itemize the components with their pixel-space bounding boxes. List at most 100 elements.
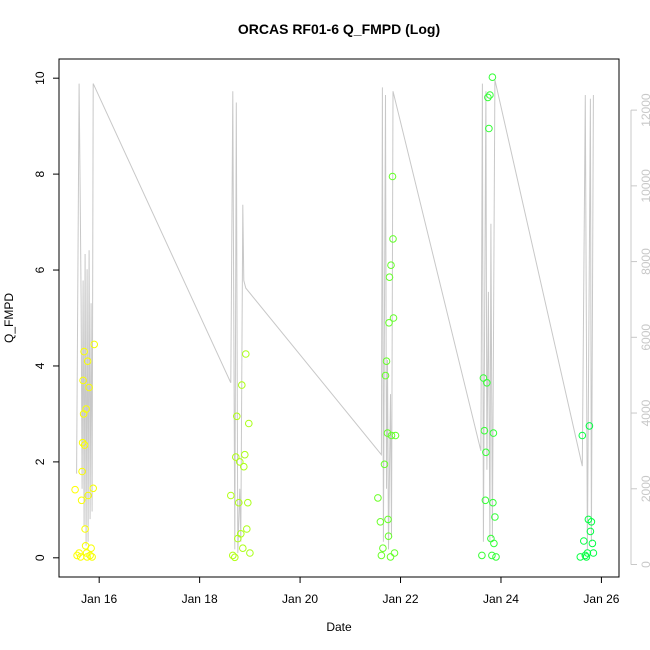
data-point [374, 494, 382, 502]
chart-title: ORCAS RF01-6 Q_FMPD (Log) [238, 21, 440, 37]
data-point [377, 551, 386, 560]
data-point [84, 491, 92, 500]
data-point [71, 485, 79, 494]
y-axis-label: Q_FMPD [2, 293, 16, 343]
data-point [585, 422, 594, 430]
data-point [82, 405, 90, 413]
y-tick-label: 0 [33, 554, 47, 561]
data-point [485, 124, 493, 133]
data-point [487, 534, 495, 543]
data-point [583, 549, 592, 557]
data-point [388, 172, 397, 181]
data-point [246, 549, 254, 557]
data-point [79, 410, 88, 418]
line-series [76, 79, 594, 554]
data-point [73, 551, 81, 560]
y2-tick-label: 8000 [639, 248, 650, 275]
y-tick-label: 10 [33, 71, 47, 85]
x-tick-label: Jan 24 [483, 592, 519, 606]
data-point [245, 419, 253, 428]
data-point [582, 553, 591, 561]
data-point [83, 357, 92, 366]
data-point [385, 273, 394, 282]
data-point [86, 551, 94, 560]
gray-line [76, 79, 594, 554]
data-point [581, 551, 590, 560]
plot-frame [58, 58, 620, 578]
data-point [479, 374, 488, 382]
data-point [483, 379, 491, 387]
x-tick-label: Jan 16 [81, 592, 117, 606]
data-point [232, 453, 240, 461]
data-point [89, 484, 97, 493]
data-point [390, 549, 399, 557]
data-point [488, 551, 496, 560]
data-point [239, 544, 247, 553]
data-point [389, 235, 397, 243]
y-tick-label: 4 [33, 362, 47, 369]
data-point [241, 450, 249, 459]
y2-tick-label: 6000 [639, 324, 650, 351]
data-point [380, 460, 389, 469]
y2-tick-label: 12000 [639, 93, 650, 127]
data-point [243, 525, 251, 533]
data-point [80, 441, 89, 449]
data-point [238, 381, 246, 389]
data-point [384, 515, 392, 524]
data-point [78, 467, 86, 476]
data-point [88, 553, 96, 561]
x-axis-label: Date [326, 620, 352, 634]
data-point [490, 539, 498, 548]
data-point [587, 518, 596, 526]
x-tick-label: Jan 26 [583, 592, 619, 606]
data-point [481, 496, 490, 505]
data-point [486, 91, 494, 99]
data-point [387, 261, 395, 270]
data-point [391, 431, 400, 440]
data-point [78, 438, 87, 447]
data-point [77, 496, 86, 505]
data-point [586, 527, 595, 536]
data-point [588, 539, 597, 548]
data-point [383, 429, 392, 437]
y2-tick-label: 10000 [639, 169, 650, 203]
data-point [385, 319, 393, 327]
data-point [480, 426, 489, 435]
data-point [386, 553, 395, 561]
data-point [231, 553, 239, 562]
data-point [75, 549, 83, 557]
data-point [79, 376, 87, 385]
data-point [233, 412, 241, 421]
y-tick-label: 8 [33, 170, 47, 177]
data-point [379, 544, 387, 553]
data-point [229, 551, 237, 560]
axes: Jan 16 Jan 18 Jan 20 Jan 22 Jan 24 Jan 26 0 2 4 6… [33, 71, 650, 606]
data-point [484, 93, 492, 102]
x-tick-label: Jan 18 [182, 592, 218, 606]
data-point [81, 525, 89, 533]
data-point [492, 553, 500, 561]
data-point [387, 431, 396, 440]
data-point [389, 314, 398, 322]
data-point [237, 530, 245, 538]
data-point [235, 498, 243, 507]
data-point [382, 357, 391, 366]
data-point [578, 431, 587, 440]
data-point [589, 549, 598, 557]
data-point [488, 73, 497, 81]
data-point [376, 518, 385, 526]
data-point [240, 462, 248, 471]
data-point [236, 458, 244, 466]
y-tick-label: 2 [33, 458, 47, 465]
data-point [90, 340, 98, 349]
data-point [482, 448, 490, 457]
y2-tick-label: 0 [639, 561, 650, 568]
data-point [384, 532, 393, 541]
data-point [478, 551, 486, 560]
data-point [491, 513, 499, 521]
data-point [580, 537, 588, 545]
data-point [80, 347, 88, 356]
point-series [71, 73, 598, 562]
x-tick-label: Jan 22 [383, 592, 419, 606]
